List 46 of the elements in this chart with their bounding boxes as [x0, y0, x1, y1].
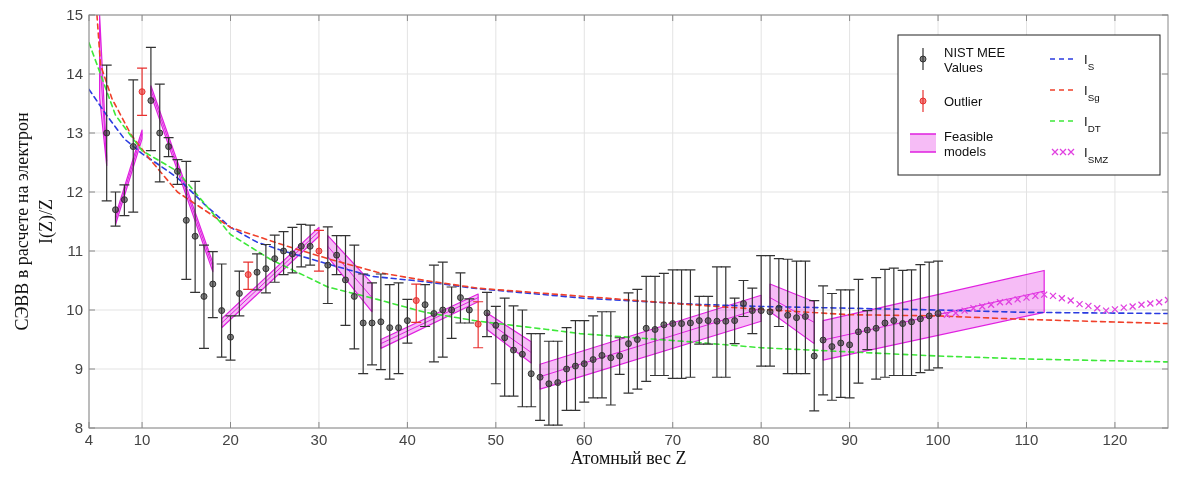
x-tick-label: 110 [1014, 431, 1039, 448]
y-tick-label: 15 [66, 6, 83, 23]
x-tick-label: 70 [664, 431, 682, 448]
x-tick-label: 100 [925, 431, 951, 448]
point [1075, 300, 1084, 308]
x-tick-label: 20 [222, 431, 239, 448]
x-tick-label: 80 [752, 431, 770, 448]
x-axis-title: Атомный вес Z [570, 448, 687, 468]
point [943, 311, 951, 319]
legend-label: I$_{SMZ}$ [1084, 145, 1109, 165]
point [412, 297, 420, 305]
point [138, 88, 146, 96]
legend-label: I$_{Sg}$ [1084, 83, 1100, 103]
point [315, 247, 323, 255]
point [1022, 293, 1031, 302]
point [1084, 302, 1093, 310]
legend-label: Feasible models [944, 129, 994, 159]
point [969, 304, 978, 312]
x-tick-label: 30 [310, 431, 328, 448]
x-tick-label: 120 [1102, 431, 1128, 448]
point [978, 302, 986, 311]
legend-label: I$_{DT}$ [1084, 114, 1101, 134]
legend-label: I$_{S}$ [1084, 52, 1095, 72]
line-series [89, 88, 1168, 315]
line-series [96, 15, 1168, 325]
x-tick-label: 90 [841, 431, 858, 448]
y-tick-label: 8 [74, 419, 83, 436]
x-tick-label: 50 [487, 431, 505, 448]
y-tick-label: 14 [66, 65, 83, 82]
y-tick-label: 12 [66, 183, 83, 200]
y-axis-title: СЭВВ в расчете на электрон I(Z)/Z [12, 112, 57, 331]
x-tick-label: 40 [399, 431, 416, 448]
legend-label: NIST MEE Values [944, 45, 1006, 75]
point [474, 320, 482, 328]
y-tick-label: 13 [66, 124, 83, 141]
x-tick-label: 4 [84, 431, 94, 448]
legend-label: Outlier [944, 94, 983, 109]
point [987, 301, 995, 309]
point [244, 271, 252, 279]
point [952, 309, 960, 317]
point [1067, 296, 1075, 305]
y-tick-label: 11 [67, 242, 83, 259]
x-tick-label: 60 [575, 431, 593, 448]
x-tick-label: 10 [133, 431, 151, 448]
y-tick-label: 9 [74, 360, 83, 377]
y-tick-label: 10 [66, 301, 83, 318]
